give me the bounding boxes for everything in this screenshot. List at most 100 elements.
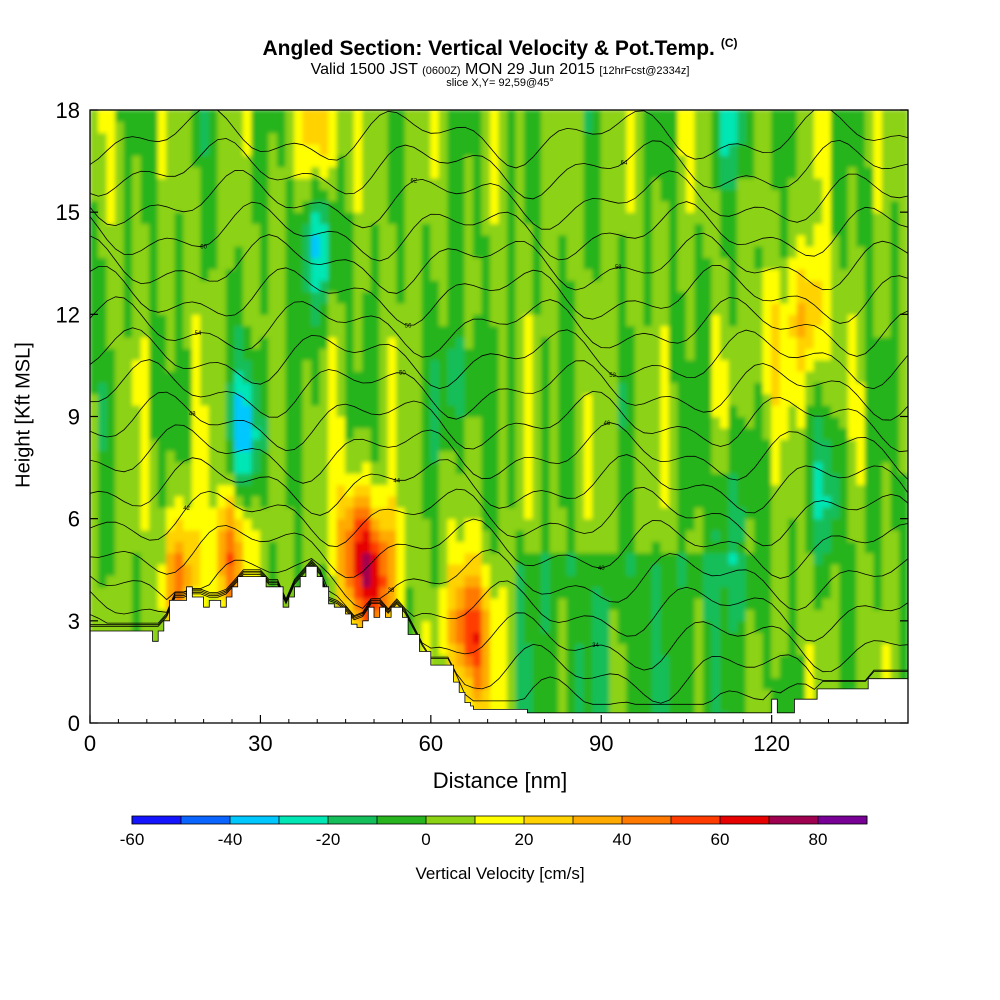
velocity-cell — [166, 506, 176, 520]
velocity-cell — [464, 529, 474, 542]
velocity-cell — [703, 654, 713, 667]
velocity-cell — [242, 370, 253, 383]
velocity-cell — [839, 120, 849, 134]
velocity-cell — [285, 529, 295, 542]
velocity-cell — [217, 177, 227, 190]
velocity-cell — [728, 313, 739, 327]
velocity-cell — [438, 359, 449, 372]
velocity-cell — [626, 416, 636, 429]
velocity-cell — [779, 336, 790, 349]
velocity-cell — [404, 257, 415, 270]
velocity-cell — [660, 608, 670, 622]
velocity-cell — [362, 110, 372, 122]
velocity-cell — [174, 472, 185, 486]
velocity-cell — [123, 325, 134, 338]
velocity-cell — [575, 325, 585, 338]
velocity-cell — [677, 404, 687, 417]
velocity-cell — [302, 257, 313, 270]
velocity-cell — [200, 552, 210, 565]
velocity-cell — [447, 495, 457, 508]
velocity-cell — [745, 484, 756, 497]
velocity-cell — [208, 461, 219, 474]
velocity-cell — [191, 166, 202, 179]
velocity-cell — [208, 132, 219, 145]
velocity-cell — [430, 597, 440, 610]
velocity-cell — [294, 291, 304, 304]
velocity-cell — [481, 472, 491, 486]
velocity-cell — [396, 472, 406, 486]
velocity-cell — [566, 643, 577, 656]
velocity-cell — [217, 245, 227, 259]
velocity-cell — [379, 461, 389, 474]
velocity-cell — [242, 450, 253, 463]
velocity-cell — [694, 381, 704, 395]
velocity-cell — [353, 143, 364, 156]
velocity-cell — [830, 347, 841, 361]
velocity-cell — [660, 234, 670, 247]
velocity-cell — [362, 154, 372, 168]
velocity-cell — [472, 110, 483, 122]
velocity-cell — [507, 643, 517, 656]
velocity-cell — [285, 438, 295, 452]
velocity-cell — [515, 257, 526, 270]
velocity-cell — [864, 302, 875, 315]
velocity-cell — [847, 608, 858, 622]
velocity-cell — [737, 393, 747, 406]
velocity-cell — [737, 688, 747, 701]
velocity-cell — [132, 188, 142, 202]
velocity-cell — [259, 143, 270, 156]
velocity-cell — [813, 381, 824, 395]
velocity-cell — [174, 325, 185, 338]
velocity-cell — [600, 279, 611, 293]
velocity-cell — [566, 154, 577, 168]
velocity-cell — [813, 620, 824, 633]
velocity-cell — [711, 154, 722, 168]
velocity-cell — [149, 279, 159, 293]
velocity-cell — [404, 586, 415, 599]
velocity-cell — [311, 177, 321, 190]
velocity-cell — [617, 336, 628, 349]
velocity-cell — [507, 381, 517, 395]
velocity-cell — [438, 257, 449, 270]
velocity-cell — [779, 381, 790, 395]
velocity-cell — [754, 245, 764, 259]
velocity-cell — [668, 154, 679, 168]
velocity-cell — [600, 688, 611, 701]
velocity-cell — [208, 302, 219, 315]
velocity-cell — [847, 438, 858, 452]
velocity-cell — [728, 211, 739, 225]
velocity-cell — [668, 643, 679, 656]
velocity-cell — [498, 688, 509, 701]
chart-title: Angled Section: Vertical Velocity & Pot.… — [0, 36, 1000, 61]
velocity-cell — [626, 223, 636, 236]
velocity-cell — [140, 529, 151, 542]
velocity-cell — [489, 291, 500, 304]
velocity-cell — [771, 688, 781, 701]
velocity-cell — [634, 677, 645, 690]
velocity-cell — [745, 438, 756, 452]
velocity-cell — [822, 359, 832, 372]
velocity-cell — [268, 188, 278, 202]
velocity-cell — [864, 120, 875, 134]
velocity-cell — [481, 461, 491, 474]
velocity-cell — [864, 234, 875, 247]
velocity-cell — [524, 574, 534, 588]
velocity-cell — [813, 540, 824, 554]
velocity-cell — [592, 336, 602, 349]
velocity-cell — [541, 166, 551, 179]
velocity-cell — [174, 268, 185, 281]
velocity-cell — [864, 427, 875, 440]
velocity-cell — [720, 438, 730, 452]
velocity-cell — [583, 540, 594, 554]
velocity-cell — [217, 495, 227, 508]
velocity-cell — [438, 200, 449, 213]
velocity-cell — [396, 552, 406, 565]
velocity-cell — [617, 223, 628, 236]
velocity-cell — [387, 110, 398, 122]
velocity-cell — [600, 438, 611, 452]
velocity-cell — [208, 336, 219, 349]
velocity-cell — [805, 586, 815, 599]
velocity-cell — [711, 472, 722, 486]
velocity-cell — [524, 654, 534, 667]
velocity-cell — [532, 110, 543, 122]
